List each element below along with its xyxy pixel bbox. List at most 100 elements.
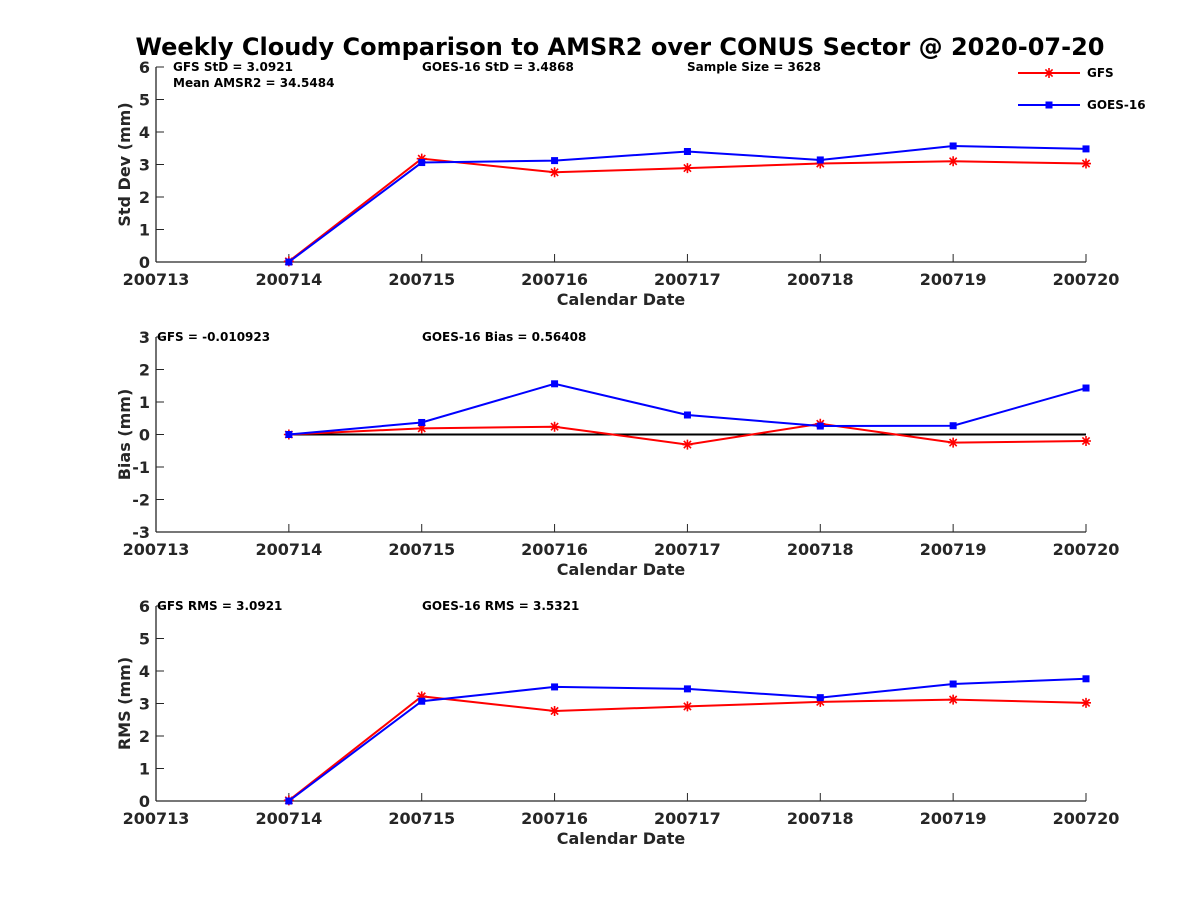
x-tick-label: 200720: [1053, 809, 1120, 828]
series-goes-16: [285, 675, 1090, 805]
y-tick-label: 3: [139, 695, 150, 714]
data-point-square: [683, 148, 691, 155]
x-tick-label: 200717: [654, 809, 721, 828]
stat-annotation: GOES-16 StD = 3.4868: [422, 60, 574, 74]
data-point-square: [551, 683, 559, 691]
stat-annotation: GOES-16 RMS = 3.5321: [422, 599, 579, 613]
panel-std: 0 1 2 3 4 5 6 200713 200714 200715 200716 200717 200…: [115, 58, 1119, 309]
y-tick-label: -1: [132, 458, 150, 477]
stat-annotation: GOES-16 Bias = 0.56408: [422, 330, 586, 344]
x-tick-label: 200713: [123, 270, 190, 289]
series-line: [288, 382, 1087, 436]
x-tick-label: 200719: [920, 270, 987, 289]
x-tick-label: 200716: [521, 540, 588, 559]
legend-marker: [1044, 68, 1054, 78]
data-point-star: [549, 705, 560, 716]
x-tick-label: 200719: [920, 540, 987, 559]
series-line: [288, 677, 1087, 802]
data-point-star: [682, 163, 693, 174]
x-tick-label: 200718: [787, 270, 854, 289]
x-tick-label: 200716: [521, 270, 588, 289]
legend-marker: [1045, 101, 1053, 109]
legend: GFS GOES-16: [1018, 66, 1146, 112]
data-point-square: [1082, 145, 1090, 153]
x-tick-label: 200720: [1053, 540, 1120, 559]
y-tick-label: -3: [132, 523, 150, 542]
data-point-square: [949, 680, 957, 688]
stat-annotation: GFS StD = 3.0921: [173, 60, 293, 74]
data-point-star: [1081, 697, 1091, 708]
series-gfs: [283, 153, 1091, 267]
data-point-star: [549, 421, 560, 432]
y-tick-label: 1: [139, 393, 150, 412]
x-tick-label: 200715: [388, 809, 455, 828]
legend-label: GFS: [1087, 66, 1114, 80]
y-tick-label: 2: [139, 727, 150, 746]
stat-annotation: Mean AMSR2 = 34.5484: [173, 76, 334, 90]
data-point-star: [948, 694, 959, 705]
data-point-star: [948, 156, 959, 167]
y-axis-label: Bias (mm): [115, 389, 134, 481]
y-tick-label: 2: [139, 361, 150, 380]
data-point-square: [418, 697, 426, 705]
data-point-square: [285, 258, 293, 266]
y-axis-label: Std Dev (mm): [115, 102, 134, 226]
y-tick-label: 0: [139, 253, 150, 272]
x-tick-label: 200716: [521, 809, 588, 828]
y-tick-label: 4: [139, 123, 150, 142]
x-tick-label: 200719: [920, 809, 987, 828]
legend-label: GOES-16: [1087, 98, 1146, 112]
legend-entry-goes-16: GOES-16: [1018, 98, 1146, 112]
data-point-star: [682, 439, 693, 450]
data-point-square: [816, 156, 824, 164]
data-point-square: [285, 431, 293, 438]
data-point-star: [815, 158, 826, 169]
x-tick-label: 200714: [255, 540, 322, 559]
stat-annotation: Sample Size = 3628: [687, 60, 821, 74]
data-point-square: [683, 411, 691, 419]
legend-entry-gfs: GFS: [1018, 66, 1114, 80]
stat-annotation: GFS RMS = 3.0921: [157, 599, 282, 613]
data-point-square: [683, 685, 691, 693]
y-tick-label: 6: [139, 597, 150, 616]
data-point-star: [549, 167, 560, 178]
data-point-star: [815, 696, 826, 707]
x-tick-label: 200713: [123, 540, 190, 559]
series-line: [288, 157, 1087, 263]
chart-title: Weekly Cloudy Comparison to AMSR2 over C…: [136, 33, 1105, 61]
x-tick-label: 200715: [388, 540, 455, 559]
x-tick-label: 200720: [1053, 270, 1120, 289]
x-tick-label: 200713: [123, 809, 190, 828]
data-point-star: [416, 691, 427, 702]
y-tick-label: 6: [139, 58, 150, 77]
data-point-square: [949, 142, 957, 150]
y-tick-label: 1: [139, 221, 150, 240]
y-tick-label: 5: [139, 91, 150, 110]
data-point-square: [949, 422, 957, 430]
series-goes-16: [285, 142, 1090, 266]
data-point-star: [416, 423, 427, 434]
x-tick-label: 200717: [654, 540, 721, 559]
data-point-square: [285, 797, 293, 805]
data-point-star: [682, 701, 693, 712]
y-tick-label: 3: [139, 156, 150, 175]
x-tick-label: 200718: [787, 809, 854, 828]
y-tick-label: 5: [139, 630, 150, 649]
x-tick-label: 200714: [255, 809, 322, 828]
y-tick-label: 1: [139, 760, 150, 779]
x-axis-label: Calendar Date: [557, 560, 686, 579]
y-tick-label: -2: [132, 491, 150, 510]
x-tick-label: 200718: [787, 540, 854, 559]
data-point-square: [418, 418, 426, 426]
y-tick-label: 3: [139, 328, 150, 347]
y-tick-label: 0: [139, 426, 150, 445]
y-axis-label: RMS (mm): [115, 657, 134, 750]
x-axis-label: Calendar Date: [557, 829, 686, 848]
series-goes-16: [285, 380, 1090, 438]
data-point-square: [1082, 384, 1090, 392]
y-tick-label: 2: [139, 188, 150, 207]
y-tick-label: 0: [139, 792, 150, 811]
y-tick-label: 4: [139, 662, 150, 681]
